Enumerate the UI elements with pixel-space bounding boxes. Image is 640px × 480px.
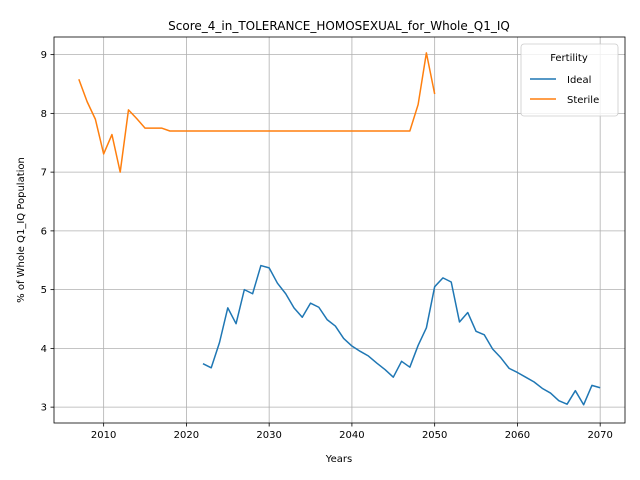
y-tick-label: 6: [41, 226, 47, 237]
chart-title: Score_4_in_TOLERANCE_HOMOSEXUAL_for_Whol…: [168, 19, 510, 33]
legend-label-ideal: Ideal: [567, 75, 591, 86]
y-tick-label: 3: [41, 403, 47, 414]
series-line-sterile: [78, 52, 436, 173]
x-tick-label: 2070: [587, 430, 612, 441]
legend: Fertility Ideal Sterile: [520, 43, 619, 117]
x-tick-label: 2050: [422, 430, 447, 441]
legend-box: [520, 43, 619, 117]
plot-frame: [53, 36, 626, 424]
x-tick-label: 2060: [505, 430, 530, 441]
x-tick-label: 2020: [174, 430, 199, 441]
ticks: 2010 2020 2030 2040 2050 2060 2070 3 4 5 6 7 8 9: [41, 50, 613, 441]
y-tick-label: 9: [41, 50, 47, 61]
y-tick-label: 8: [41, 109, 47, 120]
y-tick-label: 7: [41, 168, 47, 179]
y-tick-label: 5: [41, 285, 47, 296]
legend-label-sterile: Sterile: [567, 95, 599, 106]
x-axis-label: Years: [325, 454, 352, 465]
x-tick-label: 2040: [339, 430, 364, 441]
x-tick-label: 2010: [91, 430, 116, 441]
x-tick-label: 2030: [256, 430, 281, 441]
legend-title: Fertility: [550, 53, 588, 64]
y-tick-label: 4: [41, 344, 47, 355]
y-axis-label: % of Whole Q1_IQ Population: [16, 157, 27, 303]
series-lines: [78, 52, 601, 406]
series-line-ideal: [202, 264, 601, 406]
